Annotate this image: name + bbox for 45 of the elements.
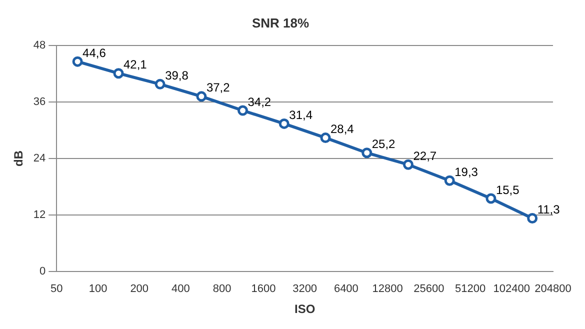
x-tick-label: 100 <box>88 283 108 296</box>
x-tick-label: 200 <box>130 283 149 296</box>
data-label: 42,1 <box>124 58 148 72</box>
x-tick-label: 800 <box>212 283 232 296</box>
x-tick-label: 51200 <box>454 283 486 296</box>
data-label: 44,6 <box>82 46 106 60</box>
data-label: 34,2 <box>248 94 272 109</box>
point <box>527 212 538 224</box>
x-tick-label: 400 <box>172 283 190 296</box>
x-tick-label: 204800 <box>534 283 572 296</box>
x-tick-label: 25600 <box>414 283 444 296</box>
y-axis-title: dB <box>12 150 26 166</box>
x-tick-label: 3200 <box>292 283 318 296</box>
y-tick-label: 12 <box>33 208 46 221</box>
data-label: 22,7 <box>413 148 437 163</box>
point <box>238 105 248 116</box>
data-label: 39,8 <box>165 68 189 82</box>
point <box>72 56 83 67</box>
chart-title: SNR 18% <box>252 15 310 30</box>
data-label: 19,3 <box>454 164 478 179</box>
point <box>278 118 290 129</box>
data-label: 11,3 <box>537 202 560 217</box>
y-tick-label: 24 <box>33 152 46 165</box>
point <box>113 68 124 79</box>
data-label: 37,2 <box>206 80 230 95</box>
point <box>362 148 372 158</box>
data-label: 25,2 <box>372 137 396 152</box>
x-axis-title: ISO <box>294 302 316 316</box>
y-tick-label: 0 <box>40 265 46 278</box>
x-tick-label: 102400 <box>493 283 530 296</box>
y-tick-label: 48 <box>33 40 46 52</box>
point <box>402 159 414 170</box>
data-label: 15,5 <box>496 182 520 197</box>
x-tick-label: 12800 <box>372 283 403 296</box>
data-label: 31,4 <box>289 108 313 122</box>
x-tick-label: 6400 <box>334 283 358 296</box>
x-tick-label: 1600 <box>251 283 276 296</box>
point <box>154 78 166 90</box>
y-tick-label: 36 <box>33 96 46 108</box>
point <box>196 91 207 102</box>
point <box>444 175 455 186</box>
point <box>486 193 496 204</box>
x-tick-label: 50 <box>50 283 63 296</box>
data-label: 28,4 <box>330 122 354 136</box>
point <box>320 132 331 144</box>
